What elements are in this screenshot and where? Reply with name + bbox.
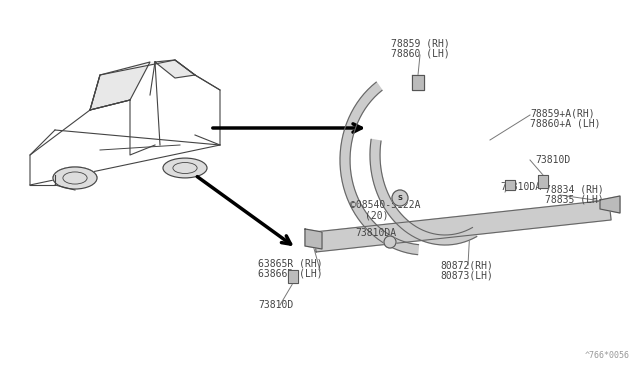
Text: (20): (20) <box>365 210 388 220</box>
Text: ^766*0056: ^766*0056 <box>585 351 630 360</box>
Polygon shape <box>538 175 548 188</box>
Polygon shape <box>305 229 322 249</box>
Circle shape <box>384 236 396 248</box>
Polygon shape <box>340 82 419 255</box>
Text: 80872(RH): 80872(RH) <box>440 260 493 270</box>
Circle shape <box>392 190 408 206</box>
Text: ©08540-5122A: ©08540-5122A <box>350 200 420 210</box>
Ellipse shape <box>163 158 207 178</box>
Polygon shape <box>288 270 298 283</box>
Polygon shape <box>155 60 195 78</box>
Bar <box>505 180 515 190</box>
Polygon shape <box>314 200 611 252</box>
Text: 78859 (RH): 78859 (RH) <box>390 38 449 48</box>
Text: 73810DA: 73810DA <box>500 182 541 192</box>
Polygon shape <box>600 196 620 213</box>
Polygon shape <box>100 60 175 75</box>
Text: 78860+A (LH): 78860+A (LH) <box>530 118 600 128</box>
Text: 63866R (LH): 63866R (LH) <box>258 268 323 278</box>
Text: 63865R (RH): 63865R (RH) <box>258 258 323 268</box>
Text: 73810D: 73810D <box>258 300 293 310</box>
Text: 78860 (LH): 78860 (LH) <box>390 48 449 58</box>
Text: 80873(LH): 80873(LH) <box>440 270 493 280</box>
Text: 78859+A(RH): 78859+A(RH) <box>530 108 595 118</box>
Text: S: S <box>397 195 403 201</box>
Polygon shape <box>412 75 424 90</box>
Polygon shape <box>90 62 150 110</box>
Ellipse shape <box>53 167 97 189</box>
Text: 78834 (RH): 78834 (RH) <box>545 185 604 195</box>
Text: 73810D: 73810D <box>535 155 570 165</box>
Text: 78835 (LH): 78835 (LH) <box>545 195 604 205</box>
Polygon shape <box>370 140 477 245</box>
Text: 73810DA: 73810DA <box>355 228 396 238</box>
